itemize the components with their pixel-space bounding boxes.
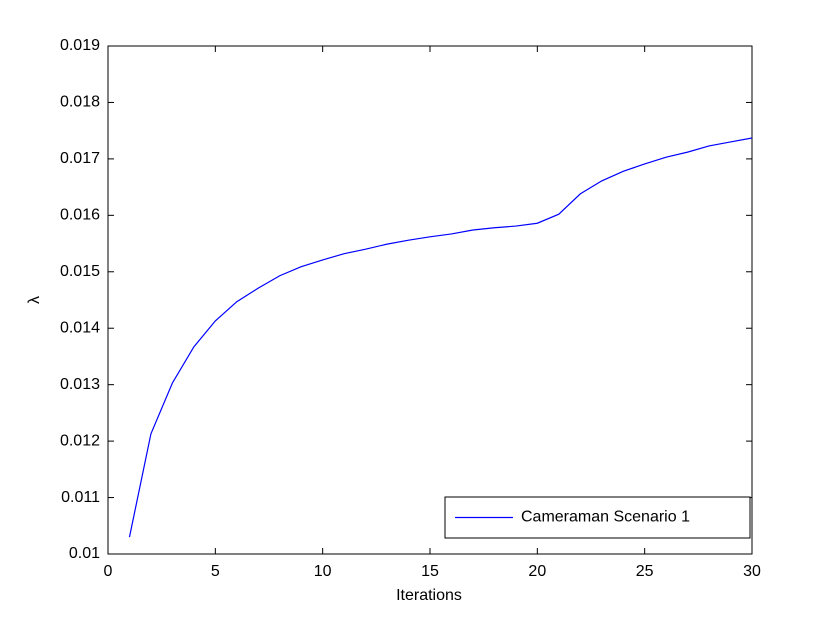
x-tick-label: 15 <box>421 563 439 580</box>
y-tick-label: 0.015 <box>60 263 100 280</box>
y-tick-label: 0.016 <box>60 207 100 224</box>
x-tick-label: 5 <box>211 563 220 580</box>
series-line <box>128 137 753 538</box>
x-tick-label: 0 <box>104 563 113 580</box>
y-tick-label: 0.018 <box>60 94 100 111</box>
y-tick-label: 0.017 <box>60 150 100 167</box>
y-tick-label: 0.014 <box>60 319 100 336</box>
x-tick-label: 30 <box>743 563 761 580</box>
x-axis-label: Iterations <box>396 587 462 604</box>
y-tick-label: 0.01 <box>69 545 100 562</box>
plot-frame <box>107 45 753 555</box>
y-tick-label: 0.011 <box>61 489 100 506</box>
y-axis-label: λ <box>26 296 43 304</box>
legend-label: Cameraman Scenario 1 <box>521 509 690 526</box>
y-tick-label: 0.013 <box>60 376 100 393</box>
y-tick-label: 0.012 <box>60 432 100 449</box>
x-tick-label: 25 <box>636 563 654 580</box>
x-tick-label: 10 <box>314 563 332 580</box>
y-tick-label: 0.019 <box>60 37 100 54</box>
x-tick-label: 20 <box>528 563 546 580</box>
